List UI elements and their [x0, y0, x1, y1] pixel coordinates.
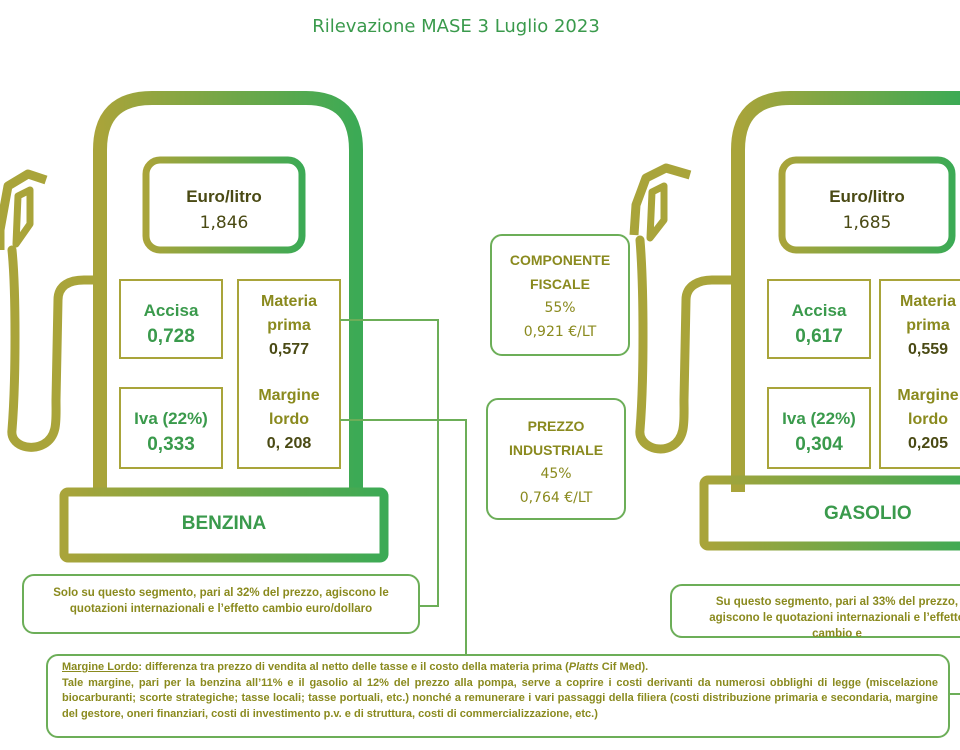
gasolio-note-text: Su questo segmento, pari al 33% del prez…: [709, 596, 960, 640]
benzina-materia-value: 0,577: [268, 341, 310, 358]
connector-lines: [340, 319, 960, 695]
fiscale-label-1: COMPONENTE: [509, 252, 611, 268]
gasolio-label: GASOLIO: [824, 503, 912, 524]
benzina-iva-label: Iva (22%): [134, 409, 208, 428]
benzina-accisa-value: 0,728: [147, 326, 195, 347]
benzina-materia-label-2: prima: [267, 317, 311, 334]
benzina-margine-label-1: Margine: [258, 387, 320, 404]
benzina-accisa-label: Accisa: [143, 301, 199, 320]
benzina-price-label: Euro/litro: [186, 187, 262, 206]
margine-lordo-text-1b: Cif Med).: [598, 661, 649, 673]
fiscale-pct: 55%: [544, 300, 576, 316]
componente-fiscale-box: COMPONENTE FISCALE 55% 0,921 €/LT: [490, 234, 630, 356]
gasolio-price-value: 1,685: [842, 213, 892, 233]
industriale-label-2: INDUSTRIALE: [508, 442, 604, 458]
margine-lordo-note-box: Margine Lordo: differenza tra prezzo di …: [46, 654, 950, 738]
fiscale-label-2: FISCALE: [530, 276, 590, 292]
margine-lordo-note: Margine Lordo: differenza tra prezzo di …: [62, 660, 938, 722]
industriale-value: 0,764 €/LT: [519, 490, 593, 506]
benzina-price-value: 1,846: [199, 213, 249, 233]
benzina-note-box: Solo su questo segmento, pari al 32% del…: [22, 574, 420, 634]
platts-text: Platts: [568, 661, 599, 673]
benzina-iva-value: 0,333: [147, 434, 195, 455]
fiscale-value: 0,921 €/LT: [523, 324, 597, 340]
gasolio-note-box: Su questo segmento, pari al 33% del prez…: [670, 584, 960, 640]
gasolio-materia-label-1: Materia: [899, 293, 957, 310]
gasolio-margine-value: 0,205: [907, 435, 949, 452]
benzina-label: BENZINA: [181, 513, 267, 534]
page-title: Rilevazione MASE 3 Luglio 2023: [312, 16, 600, 37]
gasolio-materia-label-2: prima: [906, 317, 950, 334]
gasolio-iva-label: Iva (22%): [782, 409, 856, 428]
gasolio-accisa-value: 0,617: [795, 326, 843, 347]
benzina-margine-value: 0, 208: [266, 435, 312, 452]
gasolio-margine-label-2: lordo: [908, 411, 948, 428]
prezzo-industriale-box: PREZZO INDUSTRIALE 45% 0,764 €/LT: [486, 398, 626, 520]
industriale-label-1: PREZZO: [527, 418, 585, 434]
benzina-note-text: Solo su questo segmento, pari al 32% del…: [53, 587, 389, 615]
industriale-pct: 45%: [540, 466, 572, 482]
gasolio-materia-value: 0,559: [907, 341, 949, 358]
margine-lordo-text-2: Tale margine, pari per la benzina all’11…: [62, 676, 938, 720]
margine-lordo-text-1a: : differenza tra prezzo di vendita al ne…: [138, 661, 569, 673]
gasolio-price-label: Euro/litro: [829, 187, 905, 206]
benzina-pump-icon: [0, 91, 389, 563]
gasolio-pump-icon: [629, 91, 960, 551]
gasolio-accisa-label: Accisa: [791, 301, 847, 320]
benzina-materia-label-1: Materia: [260, 293, 318, 310]
margine-lordo-term: Margine Lordo: [62, 661, 139, 673]
gasolio-iva-value: 0,304: [795, 434, 843, 455]
benzina-margine-label-2: lordo: [269, 411, 309, 428]
gasolio-margine-label-1: Margine: [897, 387, 959, 404]
